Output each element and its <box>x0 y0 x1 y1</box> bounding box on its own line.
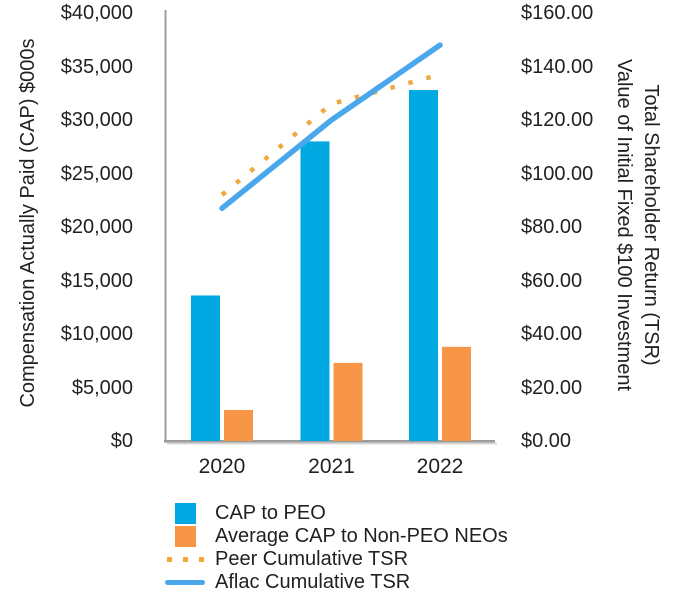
bar-cap-to-peo-2021 <box>300 141 330 441</box>
bar-avg-cap-non-peo-2021 <box>333 362 363 441</box>
legend-label-peer-tsr: Peer Cumulative TSR <box>215 548 409 570</box>
right-axis-tick: $160.00 <box>521 2 594 24</box>
legend-label-aflac-tsr: Aflac Cumulative TSR <box>215 571 411 593</box>
left-axis-tick: $20,000 <box>60 216 133 238</box>
bar-cap-to-peo-2022 <box>409 90 438 441</box>
bar-cap-to-peo-2020 <box>191 295 220 441</box>
legend-item-peer-tsr: Peer Cumulative TSR <box>163 548 508 570</box>
right-axis-tick: $60.00 <box>521 269 583 292</box>
right-axis-tick: $20.00 <box>521 376 583 399</box>
legend-swatch-col <box>163 525 207 547</box>
legend: CAP to PEO Average CAP to Non-PEO NEOs P… <box>163 502 508 594</box>
x-axis-label-2022: 2022 <box>416 455 464 478</box>
aflac-tsr-line-swatch-icon <box>165 579 205 585</box>
left-axis-tick: $0 <box>110 430 133 452</box>
right-axis-title-line2: Value of Initial Fixed $100 Investment <box>613 58 635 392</box>
right-axis-tick: $40.00 <box>521 323 583 345</box>
left-axis-tick: $5,000 <box>71 376 133 399</box>
left-axis-tick: $40,000 <box>60 2 133 24</box>
right-axis-title-line1: Total Shareholder Return (TSR) <box>640 84 662 366</box>
x-axis-label-2021: 2021 <box>308 455 355 478</box>
bar-avg-cap-non-peo-2022 <box>442 346 471 441</box>
x-axis-label-2020: 2020 <box>198 455 246 478</box>
left-axis-tick: $10,000 <box>60 323 133 345</box>
right-axis-tick: $0.00 <box>521 430 572 452</box>
left-axis-tick: $30,000 <box>60 109 133 131</box>
aflac-cumulative-tsr-line <box>219 42 443 212</box>
legend-label-avg-cap-non-peo: Average CAP to Non-PEO NEOs <box>215 525 508 547</box>
right-axis-tick: $100.00 <box>521 162 594 185</box>
right-axis-tick: $80.00 <box>521 216 583 238</box>
peer-tsr-dotted-swatch-icon <box>166 556 204 562</box>
peer-cumulative-tsr-line <box>220 72 441 197</box>
left-axis-tick: $15,000 <box>60 269 133 292</box>
legend-label-cap-to-peo: CAP to PEO <box>215 502 326 524</box>
right-axis-tick: $140.00 <box>521 55 594 78</box>
legend-item-aflac-tsr: Aflac Cumulative TSR <box>163 571 508 593</box>
cap-to-peo-swatch-icon <box>174 502 196 524</box>
left-axis-tick: $25,000 <box>60 162 133 185</box>
right-axis-tick: $120.00 <box>521 109 594 131</box>
legend-item-avg-cap-non-peo: Average CAP to Non-PEO NEOs <box>163 525 508 547</box>
legend-swatch-col <box>163 556 207 562</box>
legend-swatch-col <box>163 579 207 585</box>
legend-swatch-col <box>163 502 207 524</box>
left-axis-tick: $35,000 <box>60 55 133 78</box>
legend-item-cap-to-peo: CAP to PEO <box>163 502 508 524</box>
bar-avg-cap-non-peo-2020 <box>224 409 253 441</box>
avg-cap-non-peo-swatch-icon <box>174 525 196 547</box>
